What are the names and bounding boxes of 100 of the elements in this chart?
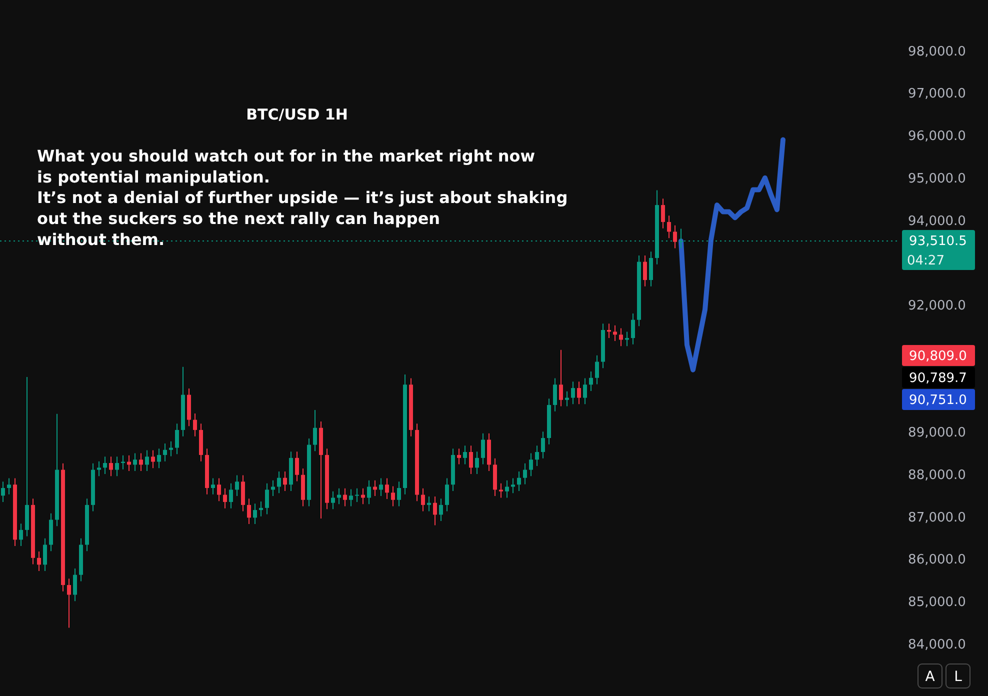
candlestick bbox=[67, 578, 71, 628]
candlestick bbox=[7, 478, 11, 495]
candlestick bbox=[277, 470, 281, 494]
y-tick-label: 97,000.0 bbox=[908, 86, 966, 102]
text: A bbox=[925, 668, 936, 685]
candlestick bbox=[535, 445, 539, 466]
candlestick bbox=[475, 451, 479, 475]
candlestick bbox=[229, 482, 233, 509]
candlestick bbox=[391, 486, 395, 507]
candlestick bbox=[673, 224, 677, 249]
y-tick-label: 95,000.0 bbox=[908, 171, 966, 186]
candlestick bbox=[223, 488, 227, 509]
candlestick bbox=[367, 480, 371, 505]
candlestick bbox=[355, 488, 359, 502]
candlestick bbox=[499, 482, 503, 498]
candlestick bbox=[259, 501, 263, 517]
candlestick bbox=[343, 488, 347, 507]
candlestick bbox=[349, 488, 353, 507]
candlestick bbox=[157, 448, 161, 469]
text: What you should watch out for in the market right now is potential manipulation. It’s not a denial of further upside — it’s just about shaking out the suckers so the next rally can happen without them. bbox=[37, 146, 568, 249]
candlestick bbox=[505, 480, 509, 498]
candlestick bbox=[73, 568, 77, 602]
candlestick bbox=[631, 312, 635, 345]
text: BTC/USD 1H bbox=[246, 105, 348, 124]
text: 90,809.0 bbox=[909, 349, 967, 364]
candlestick bbox=[523, 462, 527, 485]
candlestick bbox=[553, 378, 557, 412]
candlestick bbox=[169, 440, 173, 457]
candlestick bbox=[115, 456, 119, 477]
candlestick bbox=[1, 481, 5, 502]
text: L bbox=[954, 668, 962, 685]
candlestick bbox=[253, 503, 257, 525]
y-tick-label: 88,000.0 bbox=[908, 468, 966, 483]
y-tick-label: 94,000.0 bbox=[908, 214, 966, 229]
candlestick bbox=[589, 371, 593, 392]
candlestick bbox=[427, 496, 431, 512]
y-tick-label: 87,000.0 bbox=[908, 510, 966, 526]
candlestick bbox=[619, 328, 623, 347]
y-tick-label: 86,000.0 bbox=[908, 552, 966, 568]
text: 04:27 bbox=[907, 254, 944, 269]
candlestick bbox=[385, 478, 389, 500]
candlestick bbox=[541, 431, 545, 459]
candlestick bbox=[133, 452, 137, 472]
y-tick-label: 84,000.0 bbox=[908, 637, 966, 652]
candlestick bbox=[127, 454, 131, 472]
candlestick bbox=[193, 412, 197, 437]
candlestick bbox=[577, 381, 581, 405]
candlestick bbox=[439, 498, 443, 522]
candlestick bbox=[241, 474, 245, 512]
y-tick-label: 92,000.0 bbox=[908, 298, 966, 314]
candlestick bbox=[331, 490, 335, 510]
candlestick bbox=[19, 523, 23, 547]
candlestick bbox=[151, 450, 155, 469]
candlestick bbox=[97, 460, 101, 477]
candlestick bbox=[37, 551, 41, 572]
candlestick bbox=[217, 478, 221, 502]
candlestick bbox=[565, 390, 569, 407]
text: 90,789.7 bbox=[909, 371, 967, 386]
y-tick-label: 98,000.0 bbox=[908, 44, 966, 60]
candlestick bbox=[283, 470, 287, 492]
candlestick bbox=[247, 498, 251, 525]
candlestick bbox=[481, 432, 485, 465]
text: 90,751.0 bbox=[909, 393, 967, 408]
candlestick bbox=[121, 454, 125, 470]
candlestick bbox=[397, 481, 401, 507]
candlestick bbox=[421, 488, 425, 512]
candlestick bbox=[109, 456, 113, 477]
candlestick bbox=[529, 452, 533, 477]
ref-line-label: 93,510.5 bbox=[909, 234, 967, 250]
candlestick bbox=[445, 478, 449, 512]
y-tick-label: 85,000.0 bbox=[908, 595, 966, 610]
candlestick bbox=[295, 451, 299, 482]
candlestick bbox=[649, 251, 653, 287]
candlestick bbox=[145, 450, 149, 472]
candlestick bbox=[457, 448, 461, 465]
candlestick bbox=[379, 478, 383, 497]
candlestick bbox=[643, 254, 647, 287]
candlestick bbox=[211, 478, 215, 495]
candlestick bbox=[139, 452, 143, 472]
candlestick bbox=[271, 480, 275, 497]
candlestick bbox=[265, 482, 269, 515]
candlestick bbox=[175, 423, 179, 455]
candlestick bbox=[595, 354, 599, 385]
candlestick bbox=[103, 456, 107, 475]
candlestick bbox=[571, 381, 575, 405]
candlestick bbox=[511, 478, 515, 494]
candlestick bbox=[583, 378, 587, 405]
candlestick bbox=[433, 496, 437, 526]
candlestick bbox=[43, 538, 47, 572]
candlestick bbox=[559, 349, 563, 407]
candlestick bbox=[463, 445, 467, 465]
y-tick-label: 89,000.0 bbox=[908, 426, 966, 441]
y-tick-label: 96,000.0 bbox=[908, 129, 966, 144]
candlestick bbox=[613, 324, 617, 342]
candlestick bbox=[373, 480, 377, 497]
candlestick bbox=[163, 443, 167, 462]
candlestick bbox=[661, 198, 665, 229]
candlestick bbox=[313, 410, 317, 452]
candlestick bbox=[469, 445, 473, 475]
candlestick bbox=[235, 474, 239, 497]
